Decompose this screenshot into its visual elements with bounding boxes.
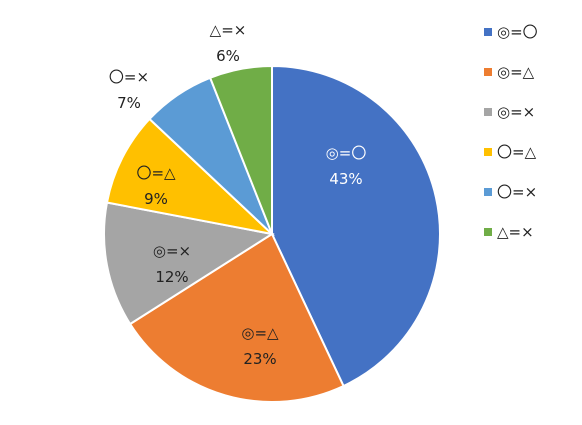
legend-swatch — [484, 188, 492, 196]
data-label-percent: 6% — [216, 47, 240, 65]
data-label-percent: 23% — [243, 350, 276, 368]
pie-slice — [208, 64, 273, 235]
legend-label: ◎=△ — [497, 63, 535, 81]
legend-swatch — [484, 68, 492, 76]
data-label-percent: 12% — [155, 268, 188, 286]
data-label-category: 〇=× — [109, 68, 149, 86]
pie-data-labels: ◎=〇 43% ◎=△ 23% ◎=× 12% 〇=△ 9% 〇=× 7% △=× 6% — [109, 21, 366, 368]
legend-label: 〇=△ — [497, 143, 537, 161]
pie-slice — [105, 117, 276, 236]
pie-slice — [128, 232, 345, 403]
pie-slices — [103, 64, 441, 403]
data-label-percent: 43% — [329, 170, 362, 188]
data-label-category: ◎=× — [153, 242, 191, 260]
legend-label: ◎=〇 — [497, 23, 538, 41]
data-label-percent: 9% — [144, 190, 168, 208]
data-label-category: ◎=〇 — [326, 144, 367, 162]
data-label-category: 〇=△ — [136, 164, 176, 182]
pie-slice — [103, 201, 275, 326]
legend-swatch — [484, 228, 492, 236]
legend-label: ◎=× — [497, 103, 535, 121]
legend-swatch — [484, 108, 492, 116]
chart-legend: ◎=〇 ◎=△ ◎=× 〇=△ 〇=× △=× — [484, 23, 538, 241]
data-label-category: △=× — [210, 21, 247, 39]
pie-slice — [271, 64, 441, 388]
legend-label: 〇=× — [497, 183, 537, 201]
legend-swatch — [484, 28, 492, 36]
data-label-percent: 7% — [117, 94, 141, 112]
legend-swatch — [484, 148, 492, 156]
legend-label: △=× — [497, 223, 534, 241]
data-label-category: ◎=△ — [241, 324, 279, 342]
